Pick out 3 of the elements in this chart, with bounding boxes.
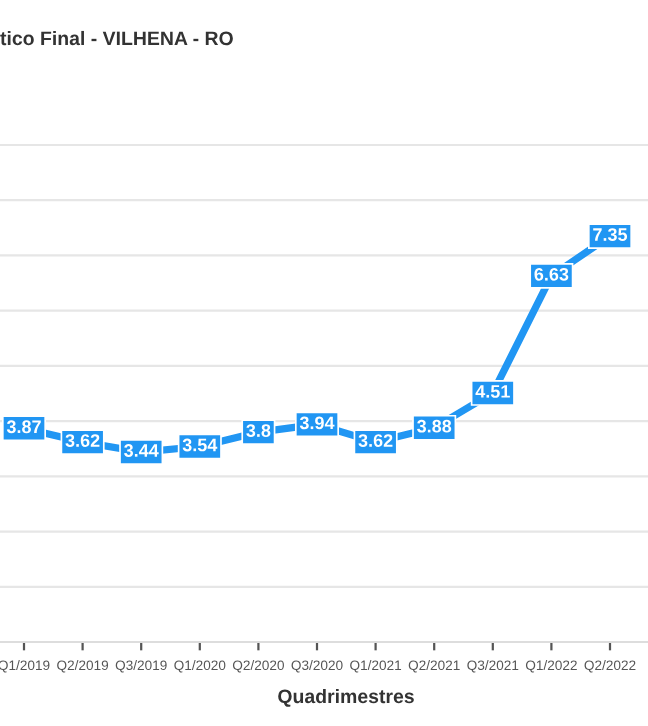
chart-title: tico Final - VILHENA - RO bbox=[0, 30, 233, 46]
x-axis-title: Quadrimestres bbox=[278, 688, 414, 707]
data-label: 3.8 bbox=[246, 424, 271, 438]
